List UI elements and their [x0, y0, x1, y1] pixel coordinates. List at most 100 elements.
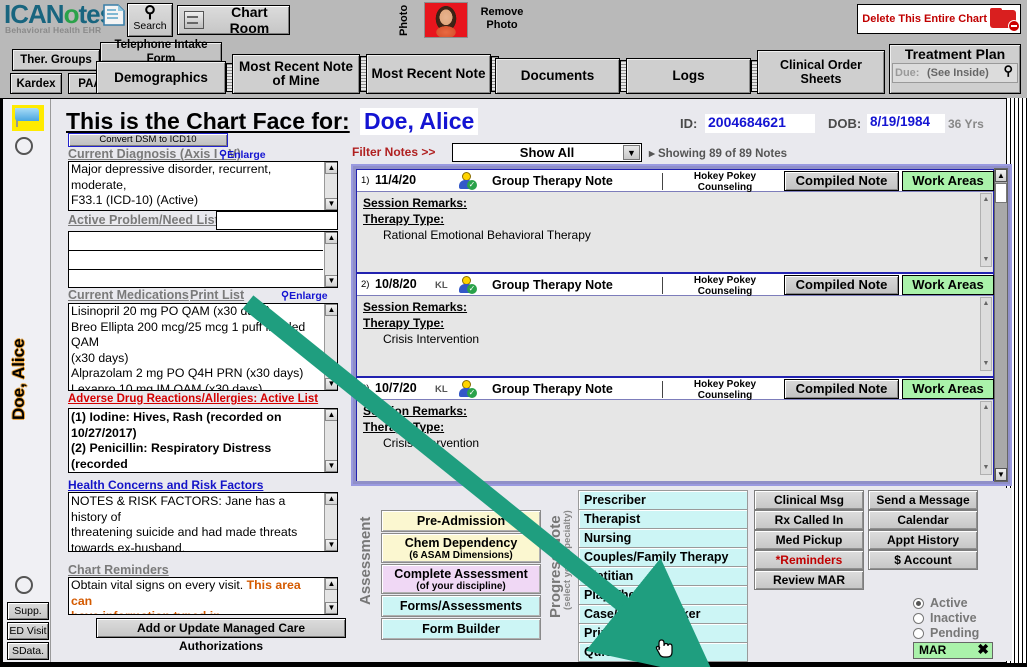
medications-scrollbar[interactable]: ▲ ▼	[324, 304, 337, 390]
complete-assessment-button[interactable]: Complete Assessment (of your discipline)	[381, 564, 541, 594]
scroll-down-icon[interactable]: ▼	[325, 602, 337, 614]
print-list-link[interactable]: Print List	[190, 288, 245, 302]
rail-button-ed-visit[interactable]: ED Visit	[7, 622, 49, 640]
progress-note-couples-family-therapy[interactable]: Couples/Family Therapy	[578, 547, 748, 567]
chem-dependency-button[interactable]: Chem Dependency (6 ASAM Dimensions)	[381, 533, 541, 563]
note-body[interactable]: Session Remarks: Therapy Type: Rational …	[357, 192, 993, 268]
work-areas-button[interactable]: Work Areas	[902, 171, 994, 191]
managed-care-authorizations-button[interactable]: Add or Update Managed Care Authorization…	[96, 618, 346, 653]
convert-dsm-to-icd10-button[interactable]: Convert DSM to ICD10	[68, 133, 228, 147]
scroll-up-icon[interactable]: ▲	[325, 409, 337, 421]
note-body[interactable]: Session Remarks: Therapy Type: Crisis In…	[357, 296, 993, 372]
scrollbar-thumb[interactable]	[995, 183, 1007, 203]
diagnosis-scrollbar[interactable]: ▲ ▼	[324, 162, 337, 210]
progress-note-nursing[interactable]: Nursing	[578, 528, 748, 548]
note-row[interactable]: 3) 10/7/20 KL ✓ Group Therapy Note Hokey…	[356, 377, 994, 481]
diagnosis-enlarge-link[interactable]: ⚲Enlarge	[219, 149, 266, 161]
progress-note-prescriber[interactable]: Prescriber	[578, 490, 748, 510]
note-header[interactable]: 1) 11/4/20 ✓ Group Therapy Note Hokey Po…	[357, 170, 994, 193]
problem-list-listbox[interactable]: ▲ ▼	[68, 231, 338, 288]
flag-icon[interactable]	[12, 105, 44, 131]
medications-enlarge-link[interactable]: ⚲Enlarge	[281, 290, 328, 302]
note-body-scrollbar[interactable]: ▲ ▼	[980, 297, 992, 371]
scroll-down-icon[interactable]: ▼	[325, 539, 337, 551]
allergies-listbox[interactable]: (1) Iodine: Hives, Rash (recorded on 10/…	[68, 408, 338, 473]
filter-notes-select[interactable]: Show All ▼	[452, 143, 642, 162]
tab-most-recent-note[interactable]: Most Recent Note	[366, 54, 499, 94]
scroll-up-icon[interactable]: ▲	[982, 404, 990, 411]
scroll-down-icon[interactable]: ▼	[325, 198, 337, 210]
compiled-note-button[interactable]: Compiled Note	[784, 275, 899, 295]
chart-reminders-scrollbar[interactable]: ▲ ▼	[324, 578, 337, 614]
problem-row[interactable]	[69, 270, 323, 287]
compiled-note-button[interactable]: Compiled Note	[784, 171, 899, 191]
chart-reminders-listbox[interactable]: Obtain vital signs on every visit. This …	[68, 577, 338, 615]
progress-note-case-social-worker[interactable]: Case/Social Worker	[578, 604, 748, 624]
scroll-down-icon[interactable]: ▼	[982, 360, 990, 367]
note-header[interactable]: 2) 10/8/20 KL ✓ Group Therapy Note Hokey…	[357, 274, 994, 297]
tab-documents[interactable]: Documents	[495, 58, 628, 94]
scroll-up-icon[interactable]: ▲	[325, 162, 337, 174]
problem-list-scrollbar[interactable]: ▲ ▼	[324, 232, 337, 287]
scroll-down-icon[interactable]: ▼	[325, 460, 337, 472]
compiled-note-button[interactable]: Compiled Note	[784, 379, 899, 399]
tab-logs[interactable]: Logs	[626, 58, 759, 94]
medications-listbox[interactable]: Lisinopril 20 mg PO QAM (x30 days) Breo …	[68, 303, 338, 391]
work-areas-button[interactable]: Work Areas	[902, 379, 994, 399]
tab-ther-groups[interactable]: Ther. Groups	[12, 49, 100, 71]
treatment-plan-search-icon[interactable]: ⚲	[1003, 63, 1013, 78]
forms-assessments-button[interactable]: Forms/Assessments	[381, 595, 541, 617]
health-concerns-listbox[interactable]: NOTES & RISK FACTORS: Jane has a history…	[68, 492, 338, 552]
remove-photo-button[interactable]: Remove Photo	[480, 6, 524, 31]
review-mar-button[interactable]: Review MAR	[754, 570, 864, 590]
health-concerns-scrollbar[interactable]: ▲ ▼	[324, 493, 337, 551]
progress-note-dietitian[interactable]: Dietitian	[578, 566, 748, 586]
rail-radio-bottom[interactable]	[15, 576, 33, 594]
scroll-down-icon[interactable]: ▼	[325, 275, 337, 287]
appt-history-button[interactable]: Appt History	[868, 530, 978, 550]
scroll-up-icon[interactable]: ▲	[325, 304, 337, 316]
tab-clinical-order-sheets[interactable]: Clinical Order Sheets	[757, 50, 885, 94]
note-body-scrollbar[interactable]: ▲ ▼	[980, 401, 992, 475]
med-pickup-button[interactable]: Med Pickup	[754, 530, 864, 550]
tab-demographics[interactable]: Demographics	[96, 61, 234, 94]
note-header[interactable]: 3) 10/7/20 KL ✓ Group Therapy Note Hokey…	[357, 378, 994, 401]
scroll-down-icon[interactable]: ▼	[982, 464, 990, 471]
clinical-msg-button[interactable]: Clinical Msg	[754, 490, 864, 510]
progress-note-therapist[interactable]: Therapist	[578, 509, 748, 529]
chart-room-button[interactable]: Chart Room	[177, 4, 290, 36]
tab-treatment-plan[interactable]: Treatment Plan Due: (See Inside) ⚲	[889, 44, 1021, 94]
chevron-down-icon[interactable]: ▼	[623, 145, 640, 160]
rail-radio-top[interactable]	[15, 137, 33, 155]
tab-most-recent-note-of-mine[interactable]: Most Recent Note of Mine	[232, 54, 368, 94]
scroll-up-icon[interactable]: ▲	[982, 300, 990, 307]
scroll-up-icon[interactable]: ▲	[982, 196, 990, 203]
note-row[interactable]: 1) 11/4/20 ✓ Group Therapy Note Hokey Po…	[356, 169, 994, 273]
tab-telephone-intake-form[interactable]: Telephone Intake Form	[100, 39, 222, 65]
rail-button-supp[interactable]: Supp.	[7, 602, 49, 620]
status-option-active[interactable]: Active	[913, 596, 1001, 612]
work-areas-button[interactable]: Work Areas	[902, 275, 994, 295]
note-row[interactable]: 2) 10/8/20 KL ✓ Group Therapy Note Hokey…	[356, 273, 994, 377]
progress-note-play-therapy[interactable]: Play Therapy	[578, 585, 748, 605]
scroll-down-icon[interactable]: ▼	[325, 378, 337, 390]
diagnosis-listbox[interactable]: Major depressive disorder, recurrent, mo…	[68, 161, 338, 211]
allergies-scrollbar[interactable]: ▲ ▼	[324, 409, 337, 472]
rail-button-sdata[interactable]: SData.	[7, 642, 49, 660]
scroll-down-icon[interactable]: ▼	[995, 468, 1007, 481]
scroll-up-icon[interactable]: ▲	[325, 493, 337, 505]
note-body[interactable]: Session Remarks: Therapy Type: Crisis In…	[357, 400, 993, 476]
form-builder-button[interactable]: Form Builder	[381, 618, 541, 640]
account-button[interactable]: $ Account	[868, 550, 978, 570]
pre-admission-button[interactable]: Pre-Admission	[381, 510, 541, 532]
tab-kardex[interactable]: Kardex	[10, 73, 62, 94]
scroll-up-icon[interactable]: ▲	[325, 578, 337, 590]
problem-list-input[interactable]	[216, 211, 338, 230]
scroll-up-icon[interactable]: ▲	[995, 169, 1007, 182]
rx-called-in-button[interactable]: Rx Called In	[754, 510, 864, 530]
scroll-up-icon[interactable]: ▲	[325, 232, 337, 244]
problem-row[interactable]	[69, 251, 323, 270]
reminders-button[interactable]: *Reminders	[754, 550, 864, 570]
delete-entire-chart-button[interactable]: Delete This Entire Chart	[857, 4, 1021, 34]
calendar-button[interactable]: Calendar	[868, 510, 978, 530]
